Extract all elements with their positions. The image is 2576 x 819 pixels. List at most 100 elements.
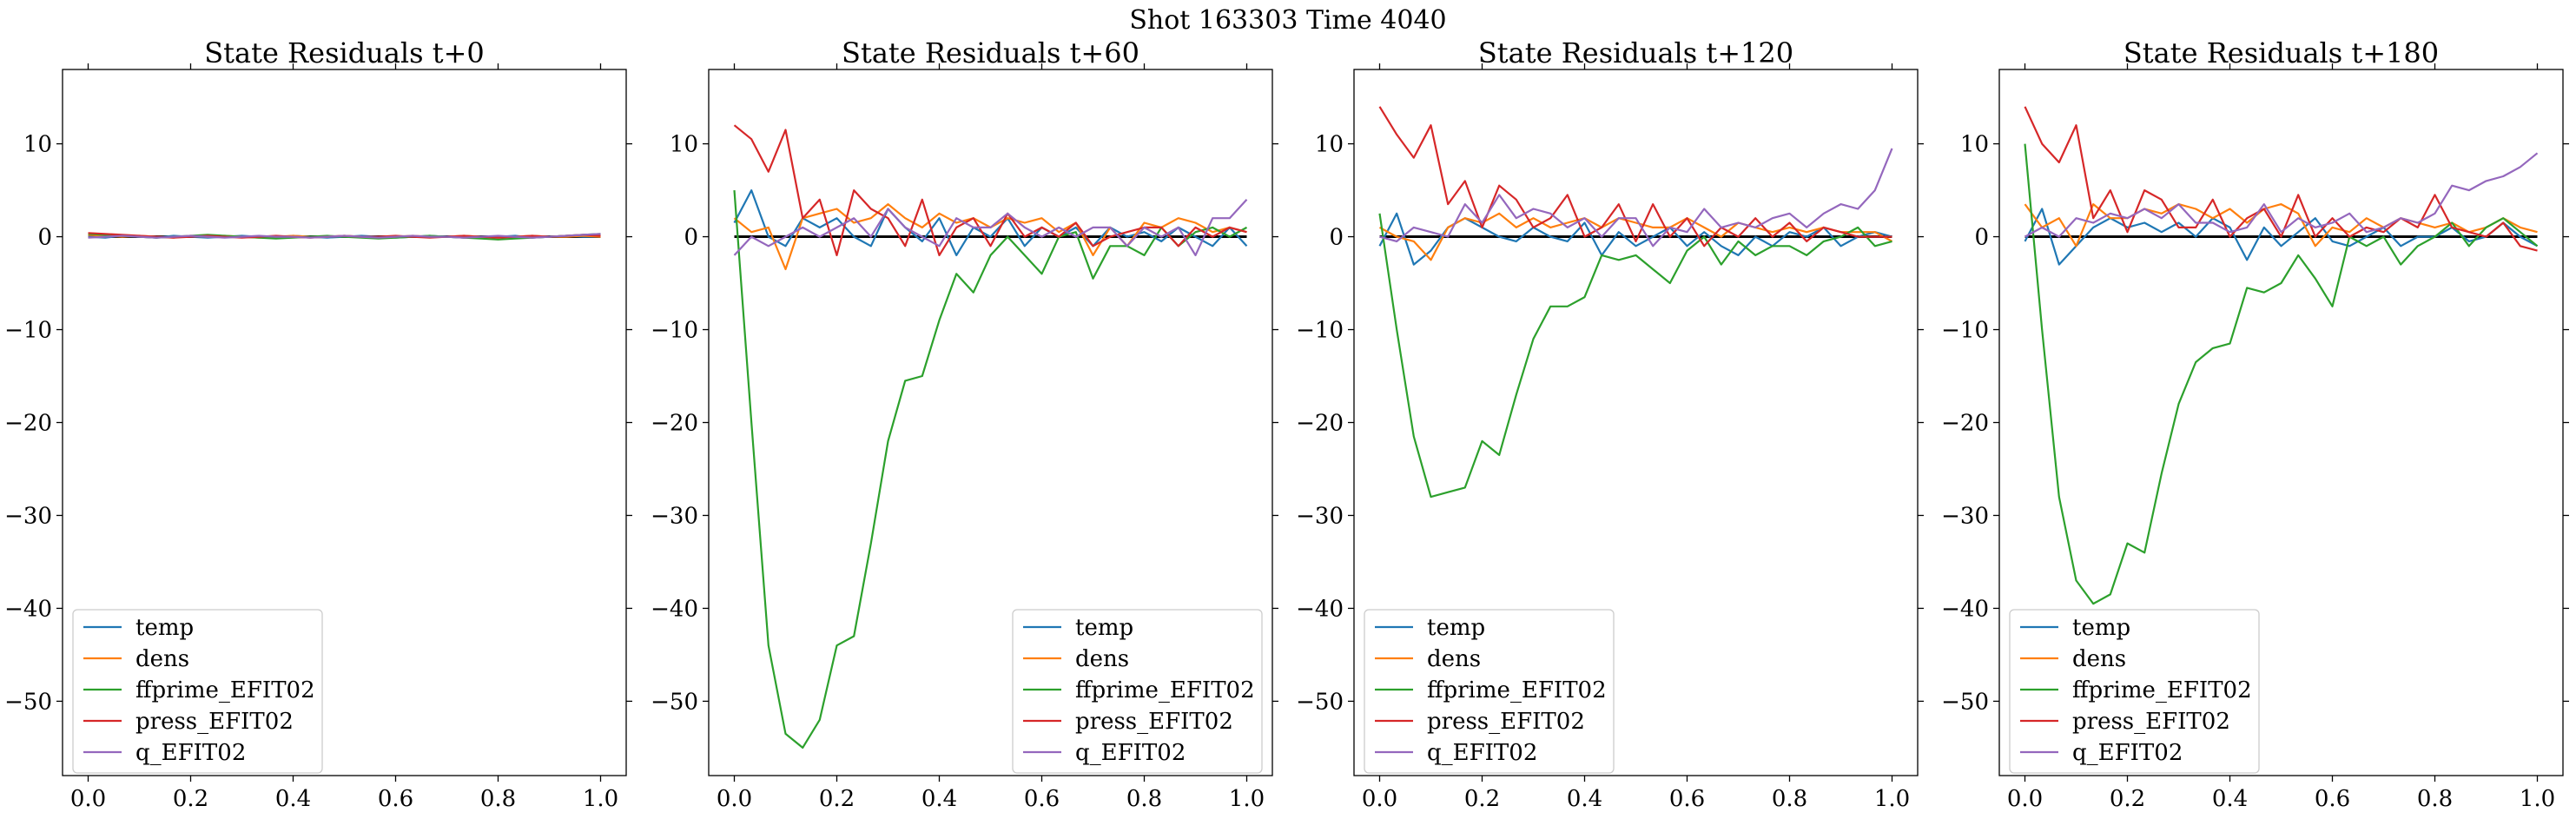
x-tick-label: 1.0 — [1229, 786, 1265, 812]
legend-label-temp: temp — [135, 615, 194, 641]
x-tick-label: 0.8 — [1126, 786, 1162, 812]
x-tick-label: 0.4 — [275, 786, 311, 812]
y-tick-label: −40 — [651, 596, 698, 622]
y-tick-label: 0 — [1329, 225, 1344, 251]
legend-label-ffprime_EFIT02: ffprime_EFIT02 — [2072, 677, 2252, 703]
legend-label-q_EFIT02: q_EFIT02 — [2072, 740, 2183, 766]
y-tick-label: 0 — [684, 225, 698, 251]
legend-label-press_EFIT02: press_EFIT02 — [1427, 709, 1585, 735]
x-tick-label: 0.2 — [819, 786, 855, 812]
y-tick-label: 10 — [1315, 132, 1344, 158]
series-line-press_EFIT02 — [2024, 106, 2538, 252]
y-tick-label: −10 — [1296, 318, 1344, 344]
legend-box — [2009, 609, 2260, 774]
chart-title: State Residuals t+60 — [842, 36, 1139, 69]
chart-panel-2: State Residuals t+120 0.0 0.2 0.4 0.6 0.8 1.0 1… — [1296, 36, 1924, 812]
figure-suptitle: Shot 163303 Time 4040 — [1129, 5, 1446, 36]
series-line-press_EFIT02 — [733, 124, 1247, 256]
legend-label-q_EFIT02: q_EFIT02 — [135, 740, 246, 766]
y-tick-label: −40 — [4, 596, 52, 622]
x-tick-label: 0.0 — [70, 786, 106, 812]
legend: temp dens ffprime_EFIT02 press_EFIT02 q_EFIT… — [1012, 609, 1263, 774]
legend-label-dens: dens — [135, 646, 189, 672]
y-tick-label: 10 — [23, 132, 52, 158]
legend-label-ffprime_EFIT02: ffprime_EFIT02 — [1427, 677, 1607, 703]
legend-label-press_EFIT02: press_EFIT02 — [1075, 709, 1233, 735]
legend-label-ffprime_EFIT02: ffprime_EFIT02 — [135, 677, 315, 703]
series-line-press_EFIT02 — [1378, 106, 1892, 248]
x-tick-label: 0.4 — [1567, 786, 1602, 812]
y-tick-label: 0 — [1974, 225, 1989, 251]
series-line-q_EFIT02 — [1379, 148, 1893, 248]
legend-label-press_EFIT02: press_EFIT02 — [135, 709, 294, 735]
series-line-ffprime_EFIT02 — [2024, 143, 2539, 605]
series-line-temp — [733, 189, 1248, 256]
x-tick-label: 0.2 — [173, 786, 208, 812]
y-tick-label: −10 — [1941, 318, 1989, 344]
y-tick-label: −50 — [651, 689, 698, 715]
chart-title: State Residuals t+180 — [2124, 36, 2439, 69]
y-tick-label: −50 — [4, 689, 52, 715]
y-tick-label: −10 — [4, 318, 52, 344]
legend: temp dens ffprime_EFIT02 press_EFIT02 q_EFIT… — [72, 609, 323, 774]
legend-label-dens: dens — [2072, 646, 2126, 672]
x-tick-label: 1.0 — [1874, 786, 1910, 812]
y-tick-label: 10 — [670, 132, 698, 158]
legend-box — [1364, 609, 1615, 774]
x-tick-label: 0.6 — [378, 786, 413, 812]
x-tick-label: 0.4 — [2212, 786, 2248, 812]
y-tick-label: −20 — [1296, 411, 1344, 437]
y-tick-label: −30 — [1941, 503, 1989, 529]
chart-title: State Residuals t+120 — [1478, 36, 1793, 69]
x-tick-label: 0.6 — [1669, 786, 1705, 812]
x-tick-label: 0.8 — [1772, 786, 1807, 812]
chart-panel-0: State Residuals t+0 0.0 0.2 0.4 0.6 0.8 1.0 10 0… — [4, 36, 632, 812]
y-tick-label: 10 — [1960, 132, 1989, 158]
x-tick-label: 0.6 — [2315, 786, 2350, 812]
legend-box — [1012, 609, 1263, 774]
x-tick-label: 0.0 — [1362, 786, 1397, 812]
series-line-dens — [2024, 203, 2538, 248]
x-tick-label: 0.6 — [1024, 786, 1060, 812]
legend-box — [72, 609, 323, 774]
x-tick-label: 1.0 — [583, 786, 618, 812]
y-tick-label: −30 — [4, 503, 52, 529]
x-tick-label: 0.8 — [2417, 786, 2453, 812]
y-tick-label: −40 — [1941, 596, 1989, 622]
legend-label-temp: temp — [2072, 615, 2130, 641]
series-line-dens — [1378, 212, 1893, 261]
x-tick-label: 0.0 — [717, 786, 752, 812]
x-tick-label: 0.4 — [921, 786, 957, 812]
x-tick-label: 0.2 — [2110, 786, 2145, 812]
x-tick-label: 1.0 — [2520, 786, 2555, 812]
series-line-q_EFIT02 — [88, 233, 601, 239]
legend-label-ffprime_EFIT02: ffprime_EFIT02 — [1075, 677, 1255, 703]
legend: temp dens ffprime_EFIT02 press_EFIT02 q_EFIT… — [1364, 609, 1615, 774]
chart-panel-3: State Residuals t+180 0.0 0.2 0.4 0.6 0.8 1.0 1… — [1941, 36, 2569, 812]
legend-label-q_EFIT02: q_EFIT02 — [1075, 740, 1186, 766]
y-tick-label: −10 — [651, 318, 698, 344]
x-tick-label: 0.0 — [2007, 786, 2043, 812]
y-tick-label: −30 — [651, 503, 698, 529]
legend-label-press_EFIT02: press_EFIT02 — [2072, 709, 2230, 735]
y-tick-label: −20 — [651, 411, 698, 437]
y-tick-label: 0 — [37, 225, 52, 251]
y-tick-label: −50 — [1941, 689, 1989, 715]
y-tick-label: −40 — [1296, 596, 1344, 622]
legend: temp dens ffprime_EFIT02 press_EFIT02 q_EFIT… — [2009, 609, 2260, 774]
y-tick-label: −30 — [1296, 503, 1344, 529]
y-tick-label: −20 — [4, 411, 52, 437]
legend-label-temp: temp — [1427, 615, 1485, 641]
legend-label-dens: dens — [1427, 646, 1481, 672]
y-tick-label: −20 — [1941, 411, 1989, 437]
x-tick-label: 0.2 — [1464, 786, 1500, 812]
legend-label-dens: dens — [1075, 646, 1129, 672]
series-line-q_EFIT02 — [733, 199, 1248, 256]
x-tick-label: 0.8 — [480, 786, 516, 812]
y-tick-label: −50 — [1296, 689, 1344, 715]
series-line-q_EFIT02 — [2024, 152, 2539, 238]
legend-label-temp: temp — [1075, 615, 1133, 641]
chart-panel-1: State Residuals t+60 0.0 0.2 0.4 0.6 0.8 1.0 10… — [651, 36, 1278, 812]
series-line-ffprime_EFIT02 — [1378, 213, 1892, 499]
